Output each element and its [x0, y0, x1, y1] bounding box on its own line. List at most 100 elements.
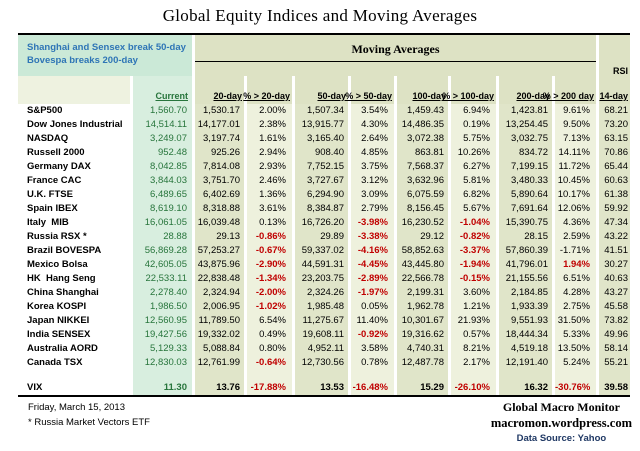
- cell-p50: -2.89%: [351, 272, 394, 286]
- cell-p20: 2.94%: [247, 146, 292, 160]
- cell-d50: 1,507.34: [295, 104, 348, 118]
- cell-current: 8,619.10: [133, 202, 192, 216]
- cell-d100: 10,301.67: [397, 314, 448, 328]
- cell-rsi: 61.38: [599, 188, 630, 202]
- cell-p50: -1.97%: [351, 286, 394, 300]
- cell-p20: 1.61%: [247, 132, 292, 146]
- cell-d100: 863.81: [397, 146, 448, 160]
- cell-name: U.K. FTSE: [18, 188, 130, 202]
- cell-name: Mexico Bolsa: [18, 258, 130, 272]
- cell-d200: 15,390.75: [499, 216, 552, 230]
- cell-p100: 5.67%: [451, 202, 496, 216]
- cell-d200: 3,480.33: [499, 174, 552, 188]
- spacer-cell-rsi: [599, 370, 630, 380]
- vix-cell-d50: 13.53: [295, 380, 348, 395]
- cell-p100: 0.57%: [451, 328, 496, 342]
- cell-rsi: 49.96: [599, 328, 630, 342]
- cell-p50: 3.58%: [351, 342, 394, 356]
- cell-p200: 10.17%: [555, 188, 596, 202]
- cell-d100: 3,632.96: [397, 174, 448, 188]
- cell-name: India SENSEX: [18, 328, 130, 342]
- cell-current: 3,844.03: [133, 174, 192, 188]
- cell-p200: 4.36%: [555, 216, 596, 230]
- cell-d100: 12,487.78: [397, 356, 448, 370]
- spacer-cell-p200: [555, 370, 596, 380]
- cell-d100: 4,740.31: [397, 342, 448, 356]
- cell-p50: -0.92%: [351, 328, 394, 342]
- cell-p200: 11.72%: [555, 160, 596, 174]
- cell-p100: -0.15%: [451, 272, 496, 286]
- cell-d200: 7,691.64: [499, 202, 552, 216]
- cell-d20: 3,751.70: [195, 174, 244, 188]
- vix-cell-current: 11.30: [133, 380, 192, 395]
- vix-cell-name: VIX: [18, 380, 130, 395]
- cell-p200: 14.11%: [555, 146, 596, 160]
- cell-d50: 3,727.67: [295, 174, 348, 188]
- cell-p100: -1.94%: [451, 258, 496, 272]
- cell-d100: 8,156.45: [397, 202, 448, 216]
- cell-d20: 8,318.88: [195, 202, 244, 216]
- spacer-cell-d50: [295, 370, 348, 380]
- cell-d50: 16,726.20: [295, 216, 348, 230]
- cell-p200: 6.51%: [555, 272, 596, 286]
- spacer-cell-d100: [397, 370, 448, 380]
- cell-rsi: 59.92: [599, 202, 630, 216]
- vix-cell-d200: 16.32: [499, 380, 552, 395]
- col-header-14day: 14-day: [599, 76, 630, 104]
- col-header-20day: 20-day: [195, 76, 244, 104]
- cell-current: 12,830.03: [133, 356, 192, 370]
- cell-p50: 4.85%: [351, 146, 394, 160]
- cell-p200: 5.24%: [555, 356, 596, 370]
- cell-d100: 58,852.63: [397, 244, 448, 258]
- cell-p20: 0.80%: [247, 342, 292, 356]
- cell-rsi: 73.20: [599, 118, 630, 132]
- cell-d20: 7,814.08: [195, 160, 244, 174]
- cell-p100: -0.82%: [451, 230, 496, 244]
- vix-cell-p100: -26.10%: [451, 380, 496, 395]
- footer-note: * Russia Market Vectors ETF: [28, 417, 150, 428]
- cell-d200: 9,551.93: [499, 314, 552, 328]
- cell-p100: 1.21%: [451, 300, 496, 314]
- cell-name: Canada TSX: [18, 356, 130, 370]
- cell-current: 3,249.07: [133, 132, 192, 146]
- cell-rsi: 63.15: [599, 132, 630, 146]
- cell-p100: 6.27%: [451, 160, 496, 174]
- cell-d200: 3,032.75: [499, 132, 552, 146]
- cell-current: 6,489.65: [133, 188, 192, 202]
- cell-p100: 0.19%: [451, 118, 496, 132]
- cell-p200: 10.45%: [555, 174, 596, 188]
- cell-name: HK Hang Seng: [18, 272, 130, 286]
- cell-p50: -3.38%: [351, 230, 394, 244]
- cell-current: 22,533.11: [133, 272, 192, 286]
- cell-d50: 11,275.67: [295, 314, 348, 328]
- cell-name: Russell 2000: [18, 146, 130, 160]
- indices-table: Shanghai and Sensex break 50-day Bovespa…: [18, 33, 630, 397]
- cell-rsi: 73.82: [599, 314, 630, 328]
- cell-p100: 3.60%: [451, 286, 496, 300]
- col-header-100day: 100-day: [397, 76, 448, 104]
- cell-name: France CAC: [18, 174, 130, 188]
- cell-p50: 0.78%: [351, 356, 394, 370]
- cell-p200: 5.33%: [555, 328, 596, 342]
- cell-rsi: 65.44: [599, 160, 630, 174]
- cell-p20: 3.61%: [247, 202, 292, 216]
- spacer-cell-p20: [247, 370, 292, 380]
- cell-p20: -0.86%: [247, 230, 292, 244]
- cell-p50: 0.05%: [351, 300, 394, 314]
- cell-p50: 4.30%: [351, 118, 394, 132]
- cell-d200: 28.15: [499, 230, 552, 244]
- cell-current: 19,427.56: [133, 328, 192, 342]
- cell-p200: -1.71%: [555, 244, 596, 258]
- cell-p20: -0.67%: [247, 244, 292, 258]
- cell-d20: 16,039.48: [195, 216, 244, 230]
- spacer-cell-p50: [351, 370, 394, 380]
- cell-p50: 3.54%: [351, 104, 394, 118]
- cell-p100: 21.93%: [451, 314, 496, 328]
- cell-d20: 925.26: [195, 146, 244, 160]
- annotation-cell: Shanghai and Sensex break 50-day Bovespa…: [18, 35, 192, 76]
- cell-current: 952.48: [133, 146, 192, 160]
- cell-rsi: 43.27: [599, 286, 630, 300]
- cell-p50: -3.98%: [351, 216, 394, 230]
- cell-d100: 6,075.59: [397, 188, 448, 202]
- data-source: Data Source: Yahoo: [516, 433, 607, 444]
